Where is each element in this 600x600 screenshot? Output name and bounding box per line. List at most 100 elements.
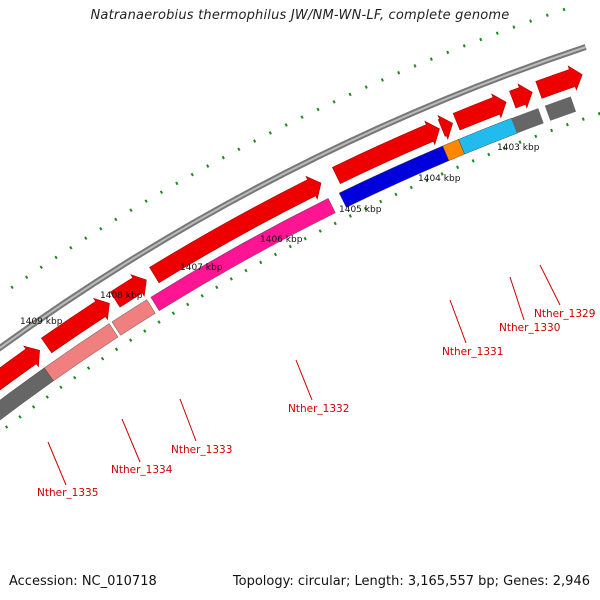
minor-tick — [129, 208, 133, 212]
minor-tick — [237, 147, 241, 152]
minor-tick — [206, 164, 210, 168]
inner-tick — [59, 385, 63, 390]
minor-tick — [159, 190, 164, 194]
genome-summary-text: Topology: circular; Length: 3,165,557 bp… — [232, 574, 590, 589]
inner-tick — [425, 178, 429, 183]
leader-line — [47, 441, 67, 486]
gene-block-other — [511, 108, 544, 134]
inner-tick — [487, 152, 491, 157]
gene-label-nther-1335: Nther_1335 — [37, 487, 98, 499]
minor-tick — [495, 31, 499, 35]
inner-tick — [394, 192, 398, 197]
minor-tick — [545, 13, 549, 17]
cds-arrow — [109, 274, 147, 308]
cds-arrow — [149, 175, 322, 284]
minor-tick — [99, 226, 103, 231]
gene-block-other — [544, 96, 576, 121]
accession-text: Accession: NC_010718 — [9, 574, 157, 589]
gene-label-nther-1333: Nther_1333 — [171, 444, 232, 456]
minor-tick — [446, 50, 450, 55]
inner-tick — [363, 206, 368, 211]
backbone-highlight — [0, 46, 587, 350]
inner-tick — [502, 146, 506, 151]
minor-tick — [114, 217, 118, 222]
leader-line — [295, 359, 313, 401]
inner-tick — [273, 252, 278, 257]
inner-tick — [259, 260, 263, 265]
inner-tick — [303, 236, 307, 241]
gene-block-nther-1330 — [442, 139, 465, 161]
cds-arrow — [40, 297, 110, 354]
inner-tick — [456, 165, 460, 170]
inner-tick — [550, 128, 554, 133]
cds-arrow — [452, 93, 507, 131]
gene-block-nther-1334 — [43, 323, 119, 382]
inner-tick — [128, 338, 133, 342]
genome-title: Natranaerobius thermophilus JW/NM-WN-LF,… — [90, 8, 510, 23]
inner-tick — [348, 214, 352, 218]
minor-tick — [190, 172, 194, 177]
minor-tick — [175, 181, 179, 186]
minor-tick — [284, 123, 288, 127]
gene-label-nther-1331: Nther_1331 — [442, 346, 503, 358]
gene-track — [0, 96, 576, 421]
cds-arrow — [331, 120, 440, 185]
minor-tick — [529, 19, 533, 23]
leader-line — [449, 299, 467, 344]
minor-tick — [144, 199, 148, 203]
inner-tick — [440, 172, 444, 176]
inner-tick — [244, 268, 248, 273]
inner-tick — [409, 185, 413, 190]
minor-tick — [300, 115, 304, 119]
inner-tick — [100, 356, 105, 361]
inner-tick — [215, 285, 219, 290]
inner-tick — [143, 329, 147, 333]
kbp-label-1403: 1403 kbp — [497, 143, 540, 153]
inner-tick — [200, 293, 204, 298]
kbp-label-1405: 1405 kbp — [339, 205, 382, 215]
inner-tick — [318, 229, 322, 233]
gene-leader-lines — [47, 264, 561, 486]
cds-arrow — [0, 345, 40, 391]
inner-tick — [157, 320, 161, 324]
minor-tick — [24, 275, 29, 279]
gene-label-nther-1332: Nther_1332 — [288, 403, 349, 415]
inner-tick — [171, 311, 175, 315]
kbp-label-1408: 1408 kbp — [100, 291, 143, 301]
minor-tick — [429, 57, 433, 61]
gene-label-nther-1334: Nther_1334 — [111, 464, 173, 476]
inner-tick — [565, 122, 569, 127]
inner-tick — [581, 117, 585, 121]
gene-block-nther-1331 — [338, 145, 450, 208]
inner-tick — [86, 366, 91, 370]
minor-tick — [253, 139, 257, 143]
inner-tick — [45, 395, 49, 399]
minor-tick — [39, 265, 43, 270]
minor-tick — [364, 85, 368, 89]
leader-line — [179, 398, 197, 442]
kbp-labels: 1403 kbp 1404 kbp 1405 kbp 1406 kbp 1407… — [20, 143, 540, 327]
kbp-label-1407: 1407 kbp — [180, 263, 223, 273]
cds-arrow — [535, 65, 583, 99]
inner-tick — [229, 277, 233, 281]
backbone-ring — [0, 44, 587, 352]
inner-tick — [31, 405, 36, 409]
minor-tick — [413, 64, 417, 68]
inner-tick — [288, 244, 292, 249]
inner-tick — [333, 221, 337, 226]
inner-tick — [534, 134, 538, 139]
minor-tick — [462, 44, 466, 48]
minor-tick — [54, 255, 58, 260]
kbp-label-1406: 1406 kbp — [260, 235, 303, 245]
minor-tick — [69, 245, 73, 250]
minor-tick — [397, 71, 401, 75]
leader-line — [121, 418, 141, 463]
minor-tick — [84, 236, 88, 241]
inner-tick — [18, 415, 22, 419]
inner-tick — [471, 159, 475, 163]
minor-tick — [332, 100, 336, 104]
inner-tick — [73, 375, 77, 380]
gene-block-nther-1332 — [150, 198, 336, 312]
gene-label-nther-1329: Nther_1329 — [534, 308, 595, 320]
